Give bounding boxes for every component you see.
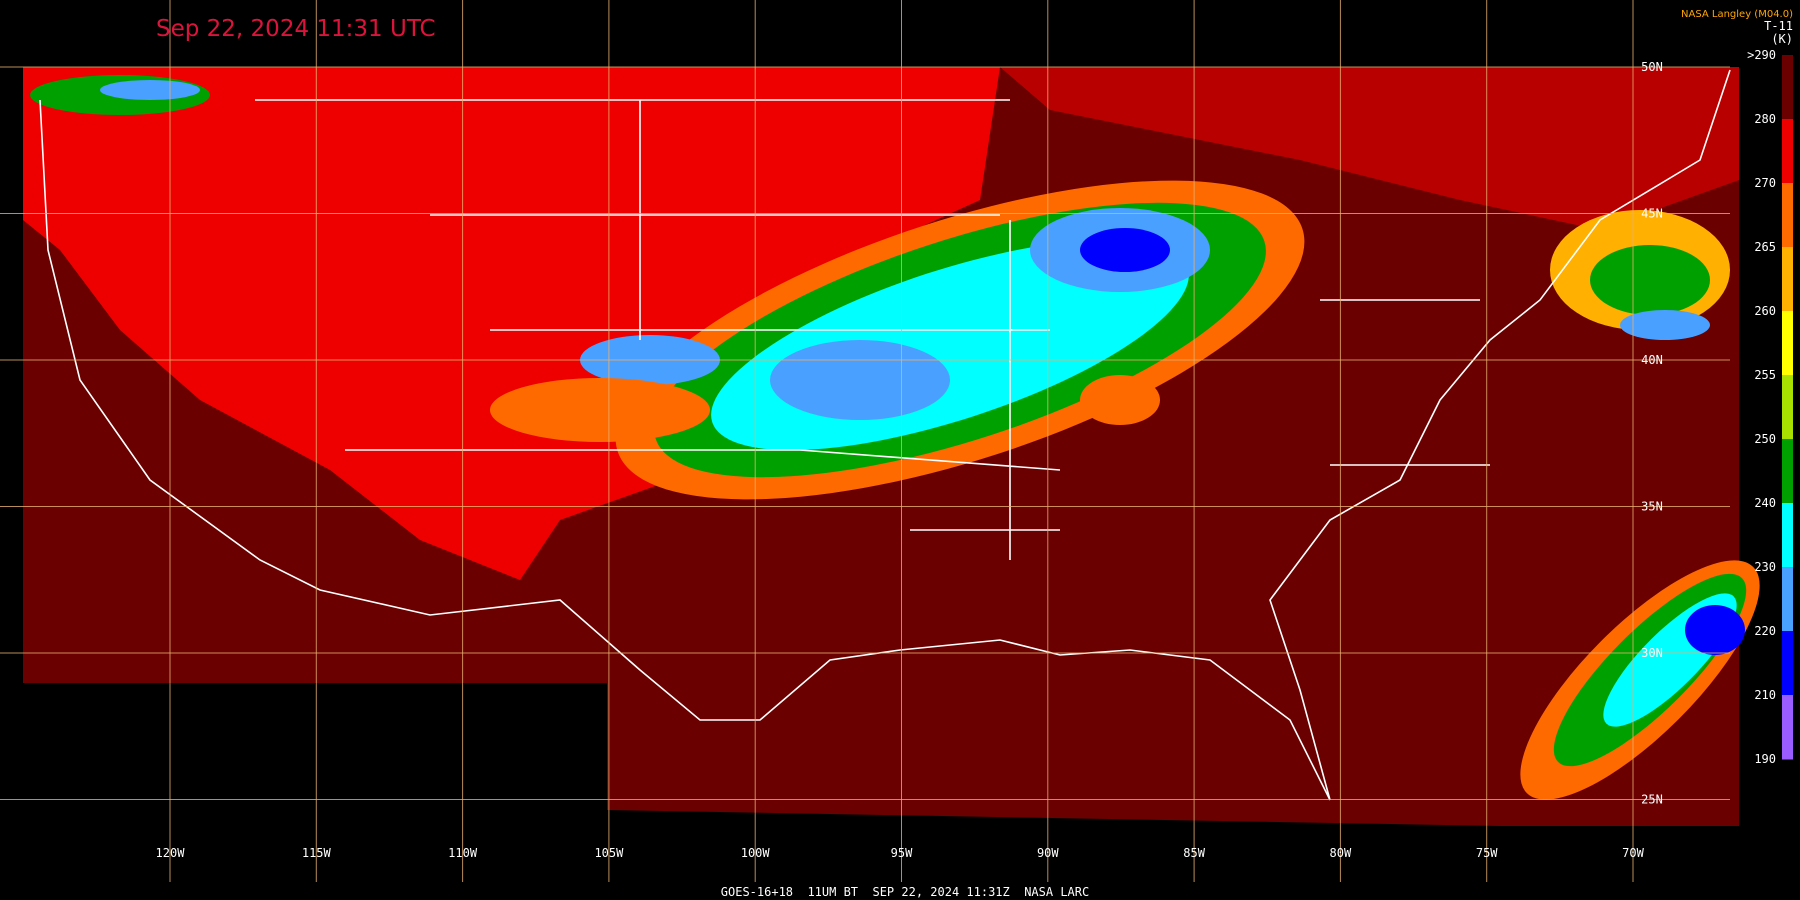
longitude-label: 90W xyxy=(1037,846,1059,860)
colorbar-label: 250 xyxy=(1754,432,1776,446)
colorbar-label: 265 xyxy=(1754,240,1776,254)
latitude-label: 40N xyxy=(1641,353,1663,367)
colorbar-label: 230 xyxy=(1754,560,1776,574)
colorbar-segment xyxy=(1782,439,1793,504)
colorbar-label: 220 xyxy=(1754,624,1776,638)
cloud-band xyxy=(1685,605,1745,655)
cloud-band xyxy=(1080,228,1170,272)
longitude-label: 85W xyxy=(1183,846,1205,860)
colorbar-label: 190 xyxy=(1754,752,1776,766)
longitude-label: 70W xyxy=(1622,846,1644,860)
cloud-band xyxy=(490,378,710,442)
colorbar-segment xyxy=(1782,695,1793,760)
cloud-band xyxy=(1080,375,1160,425)
longitude-label: 110W xyxy=(448,846,478,860)
colorbar-segment xyxy=(1782,503,1793,568)
latitude-label: 35N xyxy=(1641,500,1663,514)
colorbar-unit: (K) xyxy=(1771,32,1793,46)
colorbar-label: 255 xyxy=(1754,368,1776,382)
longitude-label: 95W xyxy=(891,846,913,860)
colorbar-segment xyxy=(1782,119,1793,184)
cloud-band xyxy=(100,80,200,100)
cloud-band xyxy=(1590,245,1710,315)
longitude-label: 80W xyxy=(1330,846,1352,860)
colorbar-label: 260 xyxy=(1754,304,1776,318)
coastline xyxy=(39,69,1731,801)
colorbar-segment xyxy=(1782,311,1793,376)
latitude-label: 30N xyxy=(1641,646,1663,660)
colorbar-segment xyxy=(1782,567,1793,632)
colorbar-label: 240 xyxy=(1754,496,1776,510)
colorbar-segment xyxy=(1782,183,1793,248)
state-borders xyxy=(255,99,1490,560)
longitude-label: 100W xyxy=(741,846,771,860)
colorbar-segment xyxy=(1782,375,1793,440)
colorbar-label: 270 xyxy=(1754,176,1776,190)
cloud-band xyxy=(1620,310,1710,340)
colorbar-segment xyxy=(1782,55,1793,120)
latitude-label: 25N xyxy=(1641,793,1663,807)
title: Sep 22, 2024 11:31 UTC xyxy=(156,16,436,42)
latitude-label: 45N xyxy=(1641,207,1663,221)
colorbar: >290 280 270 265 260 255 250 240 230 220 210 190 xyxy=(1747,48,1793,766)
longitude-label: 120W xyxy=(156,846,186,860)
warm-region xyxy=(1000,67,1739,230)
colorbar-label: 280 xyxy=(1754,112,1776,126)
colorbar-label: >290 xyxy=(1747,48,1776,62)
colorbar-title: T-11 xyxy=(1764,19,1793,33)
footer: GOES-16+18 11UM BT SEP 22, 2024 11:31Z N… xyxy=(721,885,1089,899)
latitude-label: 50N xyxy=(1641,60,1663,74)
longitude-label: 105W xyxy=(594,846,624,860)
graticule: 120W 115W 110W 105W 100W 95W 90W 85W 80W 75W 70W 50… xyxy=(0,0,1730,882)
warm-region xyxy=(23,67,1000,580)
longitude-label: 75W xyxy=(1476,846,1498,860)
colorbar-segment xyxy=(1782,631,1793,696)
colorbar-label: 210 xyxy=(1754,688,1776,702)
cloud-band xyxy=(770,340,950,420)
source-label: NASA Langley (M04.0) xyxy=(1681,9,1793,20)
longitude-label: 115W xyxy=(302,846,332,860)
colorbar-segment xyxy=(1782,247,1793,312)
